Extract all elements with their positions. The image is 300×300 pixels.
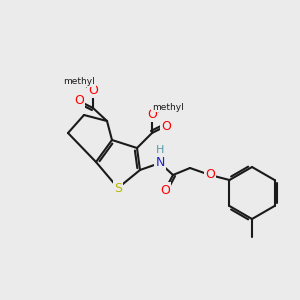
Text: H: H: [156, 145, 164, 155]
Text: O: O: [160, 184, 170, 196]
Text: methyl: methyl: [152, 103, 184, 112]
Text: O: O: [74, 94, 84, 107]
Text: O: O: [88, 83, 98, 97]
Text: S: S: [114, 182, 122, 194]
Text: N: N: [155, 157, 165, 169]
Text: O: O: [147, 107, 157, 121]
Text: O: O: [161, 119, 171, 133]
Text: methyl: methyl: [63, 77, 95, 86]
Text: O: O: [205, 169, 215, 182]
